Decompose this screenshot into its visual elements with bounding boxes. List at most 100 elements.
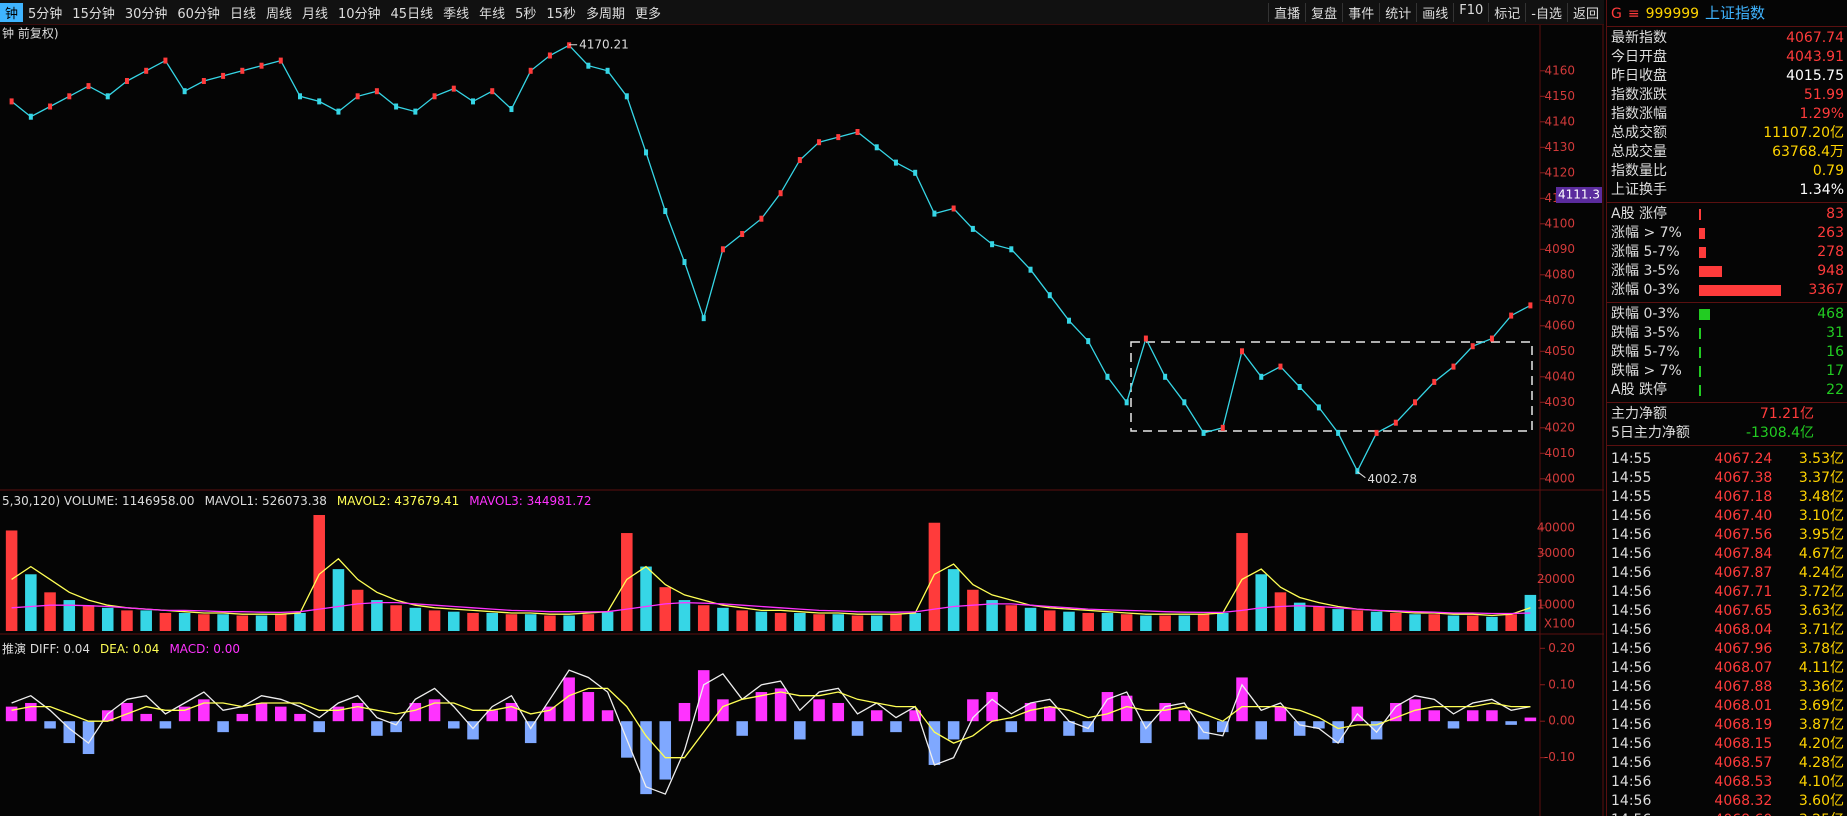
- bar: [274, 614, 287, 631]
- tool-tabs: 直播 复盘 事件 统计 画线 F10 标记 -自选 返回: [1268, 2, 1604, 22]
- period-tab[interactable]: 钟: [0, 2, 24, 22]
- label: 指数量比: [1611, 163, 1667, 179]
- price-point: [778, 190, 783, 197]
- price-point: [9, 98, 14, 105]
- bar: [351, 589, 364, 631]
- bar: [813, 614, 825, 631]
- bar: [1351, 610, 1364, 631]
- tool-tab[interactable]: 返回: [1566, 2, 1604, 22]
- period-tab[interactable]: 周线: [265, 6, 292, 22]
- price-point: [509, 106, 514, 113]
- breadth-bar: [1699, 228, 1706, 239]
- bar: [1005, 721, 1018, 733]
- price-point: [355, 93, 360, 100]
- bar: [1370, 721, 1383, 740]
- bar: [409, 607, 422, 631]
- amount: 4.67亿: [1798, 546, 1844, 562]
- bar: [121, 702, 133, 722]
- period-tab[interactable]: 5分钟: [28, 6, 63, 22]
- price-point: [278, 57, 283, 64]
- tick-row: 14:56 4067.71 3.72亿: [1607, 583, 1847, 602]
- count: 16: [1826, 344, 1844, 360]
- period-tab[interactable]: 10分钟: [337, 6, 381, 22]
- price-point: [86, 83, 91, 90]
- annotation-leader: [1357, 471, 1366, 479]
- bar: [601, 611, 614, 631]
- tool-tab[interactable]: 标记: [1488, 2, 1525, 22]
- bar: [1159, 615, 1171, 631]
- flag: G: [1611, 6, 1622, 22]
- time: 14:56: [1611, 641, 1652, 657]
- price-point: [1278, 363, 1283, 370]
- quote-row: 今日开盘 4043.91: [1607, 48, 1847, 67]
- period-tab[interactable]: 60分钟: [177, 6, 220, 22]
- period-tab[interactable]: 30分钟: [124, 6, 168, 22]
- bar: [1332, 721, 1344, 744]
- axis-marker: [1556, 186, 1602, 203]
- price-point: [471, 98, 476, 105]
- period-tab[interactable]: 月线: [301, 6, 328, 22]
- bar: [967, 699, 979, 722]
- tick-list: 14:55 4067.24 3.53亿 14:55 4067.38 3.37亿 14:55 4…: [1607, 446, 1847, 816]
- bar: [1140, 615, 1152, 631]
- period-tab[interactable]: 年线: [479, 6, 506, 22]
- bar: [544, 615, 556, 631]
- price: 4067.65: [1714, 603, 1773, 619]
- amount: 3.25亿: [1772, 811, 1844, 816]
- price-point: [1124, 399, 1129, 406]
- period-tab[interactable]: 15分钟: [72, 6, 115, 22]
- amount: 3.78亿: [1798, 641, 1844, 657]
- header-item: 5,30,120) VOLUME: 1146958.00: [2, 494, 195, 508]
- tool-tab[interactable]: 画线: [1416, 2, 1453, 22]
- breadth-bar: [1699, 209, 1702, 220]
- period-tab[interactable]: 45日线: [390, 6, 434, 22]
- bar: [1178, 710, 1191, 722]
- tool-tab[interactable]: -自选: [1525, 2, 1567, 22]
- period-tab[interactable]: 日线: [229, 6, 256, 22]
- price: 4067.88: [1714, 679, 1773, 695]
- period-tab[interactable]: 5秒: [515, 6, 537, 22]
- bar: [1486, 710, 1498, 722]
- tick-row: 14:56 4067.88 3.36亿: [1607, 678, 1847, 697]
- amount: 3.69亿: [1798, 698, 1844, 714]
- amount: 3.63亿: [1798, 603, 1844, 619]
- price-point: [1086, 338, 1091, 345]
- period-tab[interactable]: 15秒: [546, 6, 576, 22]
- price-point: [701, 315, 706, 322]
- series-line: [11, 601, 1531, 615]
- bar: [947, 721, 960, 740]
- label: 涨幅 0-3%: [1611, 282, 1680, 298]
- time: 14:56: [1611, 603, 1652, 619]
- bar: [1370, 611, 1383, 631]
- bar: [1390, 612, 1402, 631]
- tool-tab[interactable]: 直播: [1268, 2, 1305, 22]
- tool-tab[interactable]: 事件: [1342, 2, 1379, 22]
- bar: [1217, 721, 1229, 733]
- panel-header: 钟 前复权): [2, 26, 59, 41]
- tool-tab[interactable]: 复盘: [1305, 2, 1342, 22]
- price: 4067.56: [1714, 527, 1773, 543]
- tool-tab[interactable]: F10: [1453, 2, 1488, 22]
- period-tab[interactable]: 更多: [634, 6, 661, 22]
- bar: [1236, 677, 1248, 722]
- bar: [82, 605, 95, 631]
- y-tick-label: 4080: [1544, 267, 1575, 281]
- price-point: [1336, 429, 1341, 436]
- bar: [294, 612, 306, 631]
- bar: [1043, 610, 1056, 631]
- tick-row: 14:56 4068.53 4.10亿: [1607, 773, 1847, 792]
- bar-track: [1699, 281, 1796, 300]
- count: 948: [1817, 263, 1844, 279]
- bar: [659, 587, 672, 631]
- price-point: [1201, 429, 1206, 436]
- tool-tab[interactable]: 统计: [1379, 2, 1416, 22]
- period-tab[interactable]: 多周期: [585, 6, 625, 22]
- price: 4068.60: [1681, 811, 1772, 816]
- breadth-bar: [1699, 266, 1723, 277]
- period-tab[interactable]: 季线: [443, 6, 470, 22]
- bar: [25, 702, 37, 722]
- time: 14:56: [1611, 774, 1652, 790]
- price-point: [893, 159, 898, 166]
- y-tick-label: 4130: [1544, 140, 1575, 154]
- price: 4067.18: [1714, 489, 1773, 505]
